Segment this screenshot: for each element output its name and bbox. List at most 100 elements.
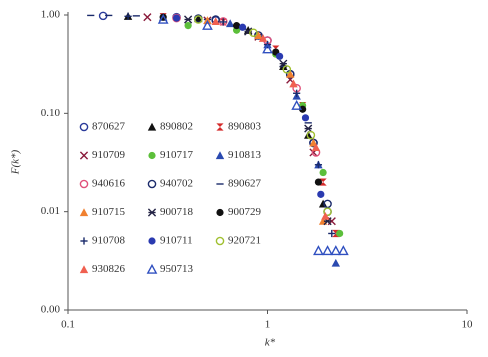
marker-shape <box>299 105 307 113</box>
marker <box>276 52 284 60</box>
legend-label: 910717 <box>160 149 194 161</box>
legend-label: 910711 <box>160 235 193 247</box>
legend-marker <box>148 151 156 160</box>
x-tick-label: 0.1 <box>61 319 75 331</box>
legend-label: 910709 <box>92 149 126 161</box>
marker-shape <box>311 143 321 152</box>
marker-shape <box>306 130 316 140</box>
marker <box>313 245 324 256</box>
legend-marker <box>216 208 224 217</box>
legend-label: 920721 <box>228 235 261 247</box>
marker-shape <box>215 236 225 246</box>
marker-shape <box>318 199 328 208</box>
legend-marker <box>79 151 89 160</box>
marker-shape <box>301 114 310 122</box>
marker-shape <box>79 179 89 189</box>
marker-shape <box>282 65 292 74</box>
marker <box>289 79 298 88</box>
legend-marker <box>216 123 224 131</box>
legend-label: 940702 <box>160 178 193 190</box>
marker <box>291 99 303 110</box>
marker <box>194 14 203 23</box>
marker-shape <box>202 19 213 30</box>
legend-label: 900718 <box>160 206 194 218</box>
marker <box>322 245 333 256</box>
y-tick-label: 0.01 <box>41 205 60 217</box>
marker <box>311 143 321 152</box>
legend-marker <box>215 236 225 246</box>
marker-shape <box>317 190 325 198</box>
marker-shape <box>148 237 156 245</box>
marker-shape <box>232 22 241 30</box>
marker-shape <box>291 99 303 110</box>
marker-shape <box>147 122 157 131</box>
marker <box>232 22 241 30</box>
marker <box>331 258 341 267</box>
legend-label: 930826 <box>92 263 126 275</box>
legend-marker <box>147 122 157 131</box>
legend-label: 910708 <box>92 235 126 247</box>
marker <box>304 130 313 139</box>
marker <box>157 13 169 24</box>
legend-label: 870627 <box>92 121 126 133</box>
legend-marker <box>79 208 89 217</box>
marker-shape <box>323 207 332 216</box>
x-tick-label: 10 <box>462 319 474 331</box>
marker-shape <box>79 208 89 217</box>
y-tick-label: 0.00 <box>41 304 61 316</box>
y-tick-label: 1.00 <box>41 9 61 21</box>
marker-shape <box>146 263 158 274</box>
y-tick-label: 0.10 <box>41 107 61 119</box>
marker <box>194 15 203 24</box>
marker-shape <box>336 229 344 238</box>
marker-shape <box>194 14 203 23</box>
marker <box>124 12 132 20</box>
marker <box>282 65 292 74</box>
marker-shape <box>216 208 224 217</box>
legend-marker <box>79 179 89 189</box>
marker-shape <box>249 28 258 38</box>
marker-shape <box>238 23 247 31</box>
legend-label: 890802 <box>160 121 193 133</box>
legend-label: 900729 <box>228 206 262 218</box>
marker-shape <box>258 34 268 42</box>
legend-marker <box>79 265 89 274</box>
marker-shape <box>337 245 349 256</box>
marker-stroke <box>143 13 152 22</box>
marker-shape <box>184 22 192 30</box>
marker <box>184 22 192 30</box>
legend-label: 910715 <box>92 206 126 218</box>
marker-shape <box>319 168 327 177</box>
legend-marker <box>147 179 157 189</box>
marker <box>219 18 227 26</box>
marker-shape <box>262 43 273 54</box>
marker <box>301 114 310 122</box>
legend-marker <box>79 122 89 132</box>
marker <box>249 28 258 38</box>
marker <box>172 14 181 22</box>
marker-shape <box>331 258 341 267</box>
marker-shape <box>215 151 225 160</box>
marker-shape <box>148 151 156 160</box>
marker <box>323 207 332 216</box>
marker <box>238 23 247 31</box>
marker <box>286 70 295 78</box>
legend-label: 910813 <box>228 149 262 161</box>
y-axis-label: F(k*) <box>10 149 22 175</box>
marker <box>258 34 268 42</box>
legend-marker <box>147 208 157 217</box>
marker-shape <box>313 245 324 256</box>
marker-shape <box>286 70 295 78</box>
marker <box>319 168 327 177</box>
marker-shape <box>172 14 181 22</box>
marker-shape <box>157 13 169 24</box>
marker <box>317 190 325 198</box>
marker <box>211 17 220 26</box>
marker-shape <box>304 130 313 139</box>
marker-shape <box>211 17 220 26</box>
marker-shape <box>330 245 342 256</box>
marker <box>328 229 336 238</box>
legend-marker <box>215 151 225 160</box>
marker-shape <box>314 178 323 186</box>
marker-shape <box>332 229 340 238</box>
